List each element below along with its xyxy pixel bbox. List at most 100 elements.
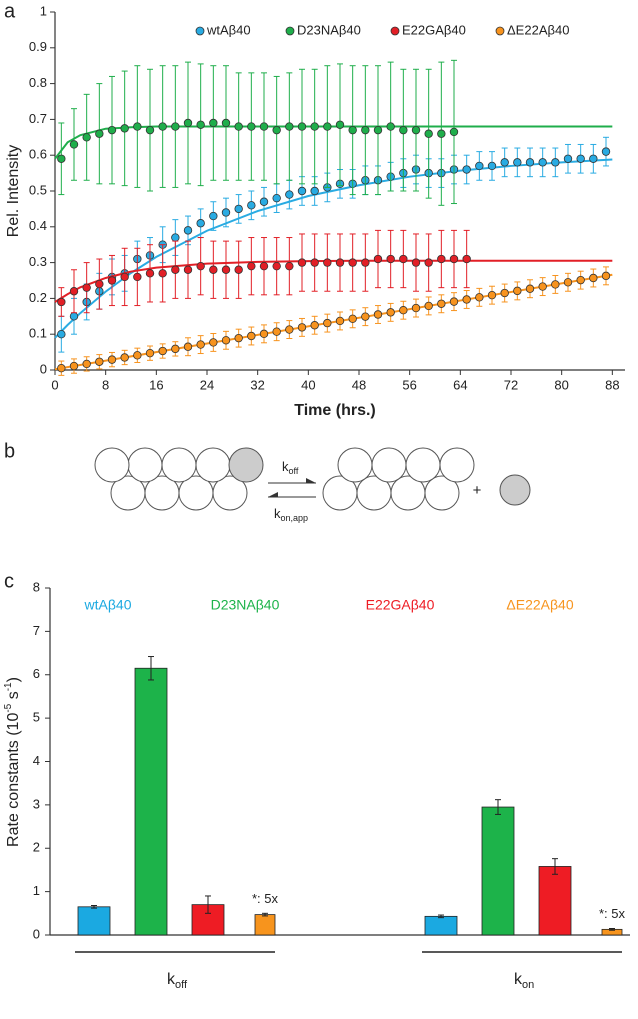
legend-label: wtAβ40: [206, 22, 251, 37]
data-point: [348, 125, 357, 135]
y-axis-label-part: ): [5, 677, 22, 682]
data-point: [69, 287, 79, 296]
y-tick-label: 4: [33, 753, 40, 768]
data-point: [247, 331, 256, 341]
data-point: [133, 122, 142, 131]
data-point: [171, 344, 180, 354]
legend-marker: [285, 26, 295, 36]
data-point: [95, 279, 104, 289]
y-tick-label: 0.6: [29, 147, 47, 162]
y-axis-label-part: Rate constants (10: [5, 713, 22, 847]
data-point: [475, 293, 484, 302]
data-point: [449, 297, 459, 306]
data-point: [399, 125, 408, 135]
data-point: [373, 310, 383, 319]
data-point: [120, 353, 129, 362]
y-tick-label: 3: [33, 796, 40, 811]
data-point: [133, 272, 142, 282]
data-point: [234, 333, 243, 343]
category-symbol: k: [514, 971, 523, 988]
data-point: [563, 278, 573, 287]
data-point: [196, 340, 205, 349]
data-point: [386, 308, 395, 317]
data-point: [399, 306, 408, 315]
data-point: [95, 129, 104, 138]
annotation: *: 5x: [599, 906, 626, 921]
legend-label: ΔE22Aβ40: [506, 597, 573, 613]
data-point: [272, 193, 281, 203]
legend-marker: [390, 26, 400, 36]
data-point: [437, 254, 446, 264]
data-point: [69, 140, 79, 149]
data-point: [551, 158, 560, 167]
data-point: [145, 269, 155, 278]
data-point: [601, 147, 611, 156]
data-point: [335, 120, 345, 129]
data-point: [196, 120, 205, 129]
data-point: [437, 129, 446, 138]
data-point: [183, 265, 193, 274]
data-point: [310, 258, 319, 267]
data-point: [373, 125, 383, 135]
data-point: [285, 261, 294, 271]
data-point: [82, 283, 91, 292]
data-point: [462, 254, 471, 264]
data-point: [221, 118, 231, 128]
panel-label: a: [4, 0, 16, 22]
x-tick-label: 24: [200, 377, 214, 392]
data-point: [411, 258, 421, 267]
data-point: [171, 122, 180, 131]
data-point: [247, 261, 256, 271]
y-tick-label: 0.2: [29, 290, 47, 305]
x-tick-label: 48: [352, 377, 366, 392]
data-point: [551, 280, 560, 289]
data-point: [107, 125, 117, 135]
x-tick-label: 88: [605, 377, 619, 392]
data-point: [386, 254, 395, 264]
data-point: [475, 161, 484, 171]
x-tick-label: 16: [149, 377, 163, 392]
data-point: [335, 316, 345, 326]
x-tick-label: 8: [102, 377, 109, 392]
monomer: [161, 447, 197, 483]
monomer: [127, 447, 163, 483]
x-tick-label: 80: [554, 377, 568, 392]
data-point: [285, 122, 294, 131]
data-point: [259, 122, 269, 131]
y-tick-label: 1: [33, 883, 40, 898]
data-point: [247, 122, 256, 131]
monomer: [212, 475, 248, 511]
data-point: [120, 124, 129, 133]
y-tick-label: 0.4: [29, 218, 47, 233]
data-point: [563, 154, 573, 163]
data-point: [310, 321, 319, 330]
data-point: [411, 125, 421, 135]
data-point: [82, 133, 91, 142]
y-tick-label: 2: [33, 840, 40, 855]
data-point: [323, 122, 332, 131]
rate-subscript: on,app: [281, 513, 309, 523]
data-point: [373, 254, 383, 264]
data-point: [69, 312, 79, 321]
data-point: [297, 323, 307, 332]
data-point: [158, 122, 167, 131]
data-point: [285, 190, 294, 199]
legend-label: wtAβ40: [84, 597, 132, 613]
category-subscript: on: [522, 979, 534, 991]
data-point: [424, 301, 433, 311]
diagram: koff kon,app +: [94, 447, 531, 523]
data-point: [183, 118, 193, 128]
data-point: [513, 286, 522, 296]
category-symbol: k: [167, 971, 176, 988]
data-point: [525, 158, 535, 167]
y-tick-label: 0.5: [29, 182, 47, 197]
annotation: *: 5x: [252, 891, 279, 906]
monomer: [195, 447, 231, 483]
data-point: [171, 233, 180, 242]
data-point: [361, 312, 370, 321]
data-point: [57, 330, 66, 339]
data-point: [538, 158, 547, 167]
data-point: [259, 329, 269, 339]
data-point: [259, 197, 269, 206]
bar: [134, 667, 168, 936]
